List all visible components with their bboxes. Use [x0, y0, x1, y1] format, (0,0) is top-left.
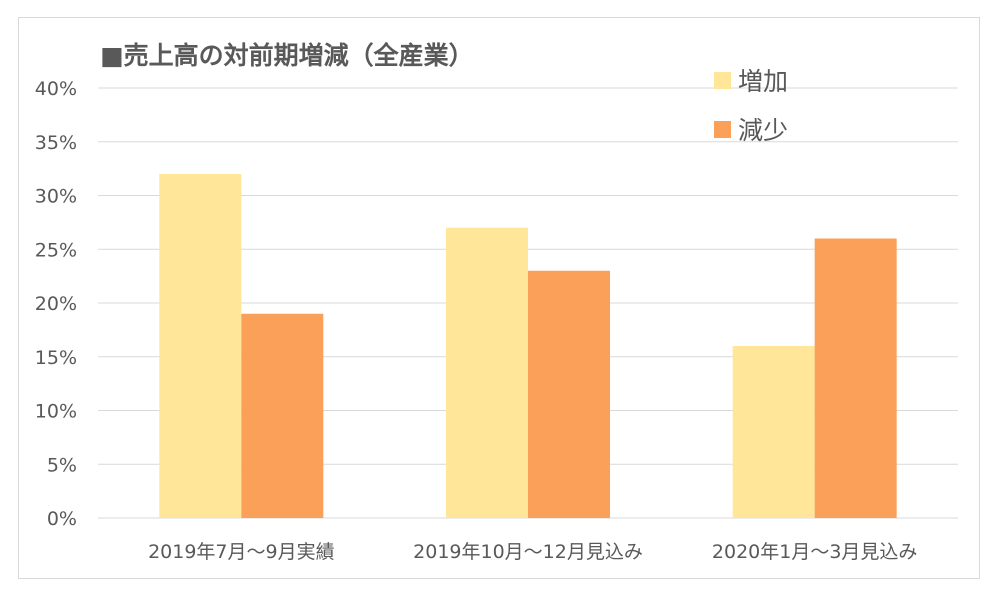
- y-axis-ticks: 0% 5% 10% 15% 20% 25% 30% 35% 40%: [35, 78, 77, 530]
- y-tick-label: 10%: [35, 401, 77, 423]
- y-tick-label: 40%: [35, 78, 77, 100]
- x-category-label: 2020年1月～3月見込み: [712, 541, 918, 563]
- y-tick-label: 25%: [35, 239, 77, 261]
- x-axis-categories: 2019年7月～9月実績 2019年10月～12月見込み 2020年1月～3月見込み: [148, 541, 917, 563]
- y-tick-label: 0%: [47, 508, 77, 530]
- y-tick-label: 30%: [35, 186, 77, 208]
- bar-decrease: [241, 313, 324, 518]
- y-tick-label: 20%: [35, 293, 77, 315]
- x-category-label: 2019年7月～9月実績: [148, 541, 335, 563]
- bar-decrease: [814, 238, 897, 518]
- bar-increase: [732, 346, 815, 518]
- bars: [159, 174, 897, 518]
- bar-increase: [159, 174, 242, 518]
- legend-swatch: [714, 72, 731, 89]
- y-tick-label: 35%: [35, 132, 77, 154]
- legend-label: 減少: [738, 116, 788, 145]
- legend-swatch: [714, 121, 731, 138]
- bar-increase: [446, 227, 528, 518]
- legend-label: 増加: [738, 67, 788, 96]
- x-category-label: 2019年10月～12月見込み: [413, 541, 643, 563]
- chart-title: ■売上高の対前期増減（全産業）: [100, 41, 474, 70]
- bar-decrease: [528, 270, 610, 518]
- y-tick-label: 15%: [35, 347, 77, 369]
- y-tick-label: 5%: [47, 454, 77, 476]
